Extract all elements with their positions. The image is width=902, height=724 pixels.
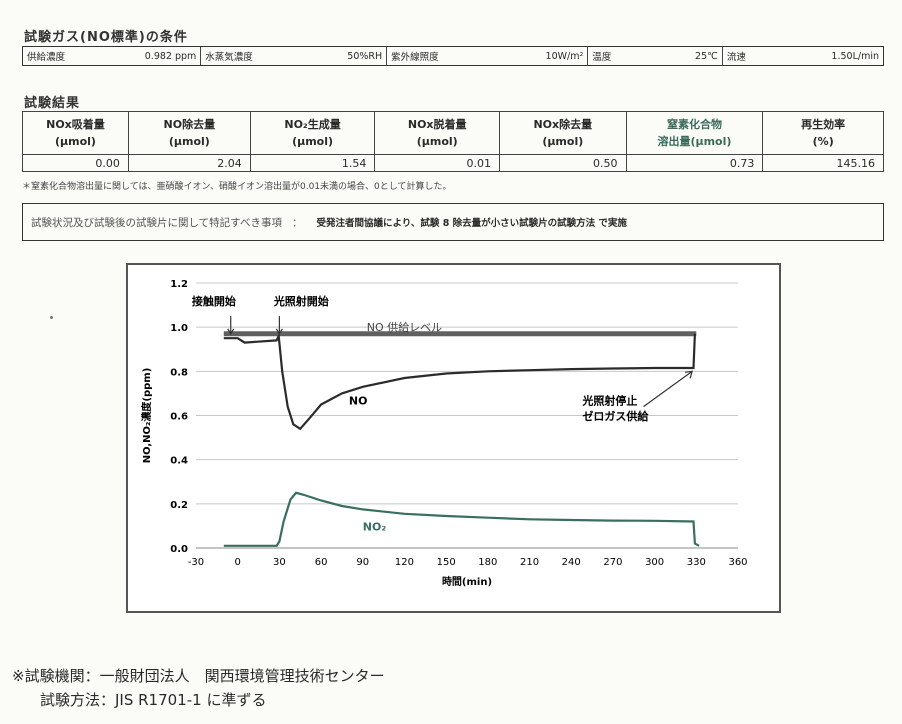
- condition-label: 温度: [592, 52, 612, 63]
- conditions-table: 供給濃度 0.982 ppm 水蒸気濃度 50%RH 紫外線照度 10W/m² 温度 25℃ 流…: [22, 46, 884, 66]
- results-value-cell: 2.04: [127, 154, 251, 172]
- header-line1: NO₂生成量: [284, 118, 341, 131]
- header-line1: NOx脱着量: [407, 118, 467, 131]
- supply-level-label: NO 供給レベル: [367, 320, 442, 334]
- contact-arrowhead: [227, 328, 235, 335]
- x-tick-label: 150: [437, 557, 456, 568]
- header-line2: (μmol): [416, 135, 458, 148]
- condition-value: 25℃: [695, 50, 718, 62]
- series-line-no: [223, 331, 696, 431]
- header-line2: (%): [812, 135, 834, 148]
- y-tick-label: 0.2: [170, 500, 188, 511]
- condition-value: 10W/m²: [545, 50, 584, 62]
- header-line2: (μmol): [542, 135, 584, 148]
- y-tick-label: 0.8: [170, 367, 188, 378]
- series-label-no2: NO₂: [363, 520, 387, 533]
- conditions-title: 試験ガス(NO標準)の条件: [24, 30, 188, 45]
- condition-cell: 水蒸気濃度 50%RH: [201, 47, 388, 65]
- condition-value: 0.982 ppm: [144, 50, 197, 62]
- results-header-cell: 再生効率 (%): [762, 111, 884, 155]
- header-line1: NOx除去量: [533, 118, 593, 131]
- y-tick-label: 0.4: [170, 456, 188, 467]
- footer-method: 試験方法：JIS R1701-1 に準ずる: [40, 691, 267, 709]
- results-value-cell: 0.50: [499, 154, 627, 172]
- results-header-cell: NOx除去量 (μmol): [499, 111, 627, 155]
- x-tick-label: 270: [603, 557, 622, 568]
- series-line-no2: [223, 491, 700, 547]
- light-off-arrow: [643, 370, 693, 408]
- x-tick-label: 330: [687, 557, 706, 568]
- condition-cell: 供給濃度 0.982 ppm: [23, 47, 202, 65]
- y-tick-label: 0.6: [170, 412, 188, 423]
- results-value-cell: 145.16: [762, 154, 884, 172]
- x-tick-label: 180: [478, 557, 497, 568]
- results-value-cell: 0.73: [625, 154, 764, 172]
- condition-cell: 温度 25℃: [588, 47, 723, 65]
- condition-cell: 紫外線照度 10W/m²: [387, 47, 589, 65]
- y-tick-label: 1.0: [170, 323, 188, 334]
- special-notes-label: 試験状況及び試験後の試験片に関して特記すべき事項: [31, 216, 282, 229]
- separator: ：: [291, 216, 303, 229]
- results-header-cell: NOx脱着量 (μmol): [374, 111, 501, 155]
- x-tick-label: 60: [315, 557, 328, 568]
- header-line2: (μmol): [292, 135, 334, 148]
- results-header-cell: NOx吸着量 (μmol): [22, 111, 129, 155]
- annotation-light-on: 光照射開始: [273, 294, 329, 308]
- footnote: ＊窒素化合物溶出量に関しては、亜硝酸イオン、硝酸イオン溶出量が0.01未満の場合…: [22, 182, 452, 192]
- x-tick-label: 0: [235, 557, 241, 568]
- x-tick-label: 90: [356, 557, 369, 568]
- light-off-arrowhead: [685, 370, 693, 379]
- condition-label: 紫外線照度: [391, 52, 439, 63]
- condition-cell: 流速 1.50L/min: [723, 47, 883, 65]
- results-header-row: NOx吸着量 (μmol) NO除去量 (μmol) NO₂生成量 (μmol) NOx脱着…: [22, 111, 884, 155]
- results-title: 試験結果: [24, 96, 81, 111]
- x-tick-label: -30: [188, 557, 204, 568]
- condition-label: 水蒸気濃度: [205, 52, 253, 63]
- header-line2: 溶出量(μmol): [657, 135, 732, 148]
- footer-lab: ※試験機関：一般財団法人 関西環境管理技術センター: [12, 667, 385, 685]
- series-label-no: NO: [349, 394, 368, 407]
- y-tick-label: 0.0: [170, 544, 188, 555]
- header-line1: NO除去量: [163, 118, 216, 131]
- x-tick-label: 210: [520, 557, 539, 568]
- chart-frame: 0.0 0.2 0.4 0.6 0.8 1.0 1.2 -30 0 30 60 90 120 150 180…: [126, 263, 781, 613]
- x-tick-label: 300: [645, 557, 664, 568]
- results-value-row: 0.00 2.04 1.54 0.01 0.50 0.73 145.16: [22, 154, 884, 172]
- concentration-chart: 0.0 0.2 0.4 0.6 0.8 1.0 1.2 -30 0 30 60 90 120 150 180…: [140, 279, 748, 588]
- condition-label: 供給濃度: [27, 52, 66, 63]
- header-line1: NOx吸着量: [46, 118, 105, 131]
- condition-value: 50%RH: [347, 50, 383, 62]
- results-table: NOx吸着量 (μmol) NO除去量 (μmol) NO₂生成量 (μmol) NOx脱着…: [22, 111, 884, 172]
- condition-value: 1.50L/min: [831, 50, 879, 62]
- x-axis-title: 時間(min): [442, 575, 492, 588]
- header-line2: (μmol): [168, 135, 210, 148]
- results-value-cell: 1.54: [249, 154, 376, 172]
- y-tick-label: 1.2: [170, 279, 188, 290]
- x-tick-label: 30: [273, 557, 286, 568]
- results-value-cell: 0.00: [22, 154, 129, 172]
- annotation-light-off: 光照射停止: [581, 393, 637, 407]
- header-line1: 窒素化合物: [666, 118, 722, 131]
- light-on-arrowhead: [275, 328, 283, 335]
- x-tick-label: 240: [562, 557, 581, 568]
- results-header-cell: NO₂生成量 (μmol): [249, 111, 376, 155]
- special-notes-box: 試験状況及び試験後の試験片に関して特記すべき事項 ： 受発注者間協議により、試験…: [22, 203, 884, 241]
- results-value-cell: 0.01: [374, 154, 501, 172]
- results-header-cell: 窒素化合物溶出量(μmol): [625, 111, 764, 155]
- scan-dot: [50, 316, 53, 319]
- x-tick-label: 120: [395, 557, 414, 568]
- y-axis-title: NO,NO₂濃度(ppm): [140, 368, 153, 464]
- x-tick-label: 360: [728, 557, 747, 568]
- condition-label: 流速: [726, 52, 746, 63]
- annotation-zero-gas: ゼロガス供給: [582, 409, 649, 423]
- special-notes-value: 受発注者間協議により、試験 8 除去量が小さい試験片の試験方法 で実施: [316, 218, 627, 229]
- header-line1: 再生効率: [801, 118, 846, 131]
- annotation-contact-start: 接触開始: [192, 294, 236, 308]
- results-header-cell: NO除去量 (μmol): [127, 111, 251, 155]
- header-line2: (μmol): [54, 135, 96, 148]
